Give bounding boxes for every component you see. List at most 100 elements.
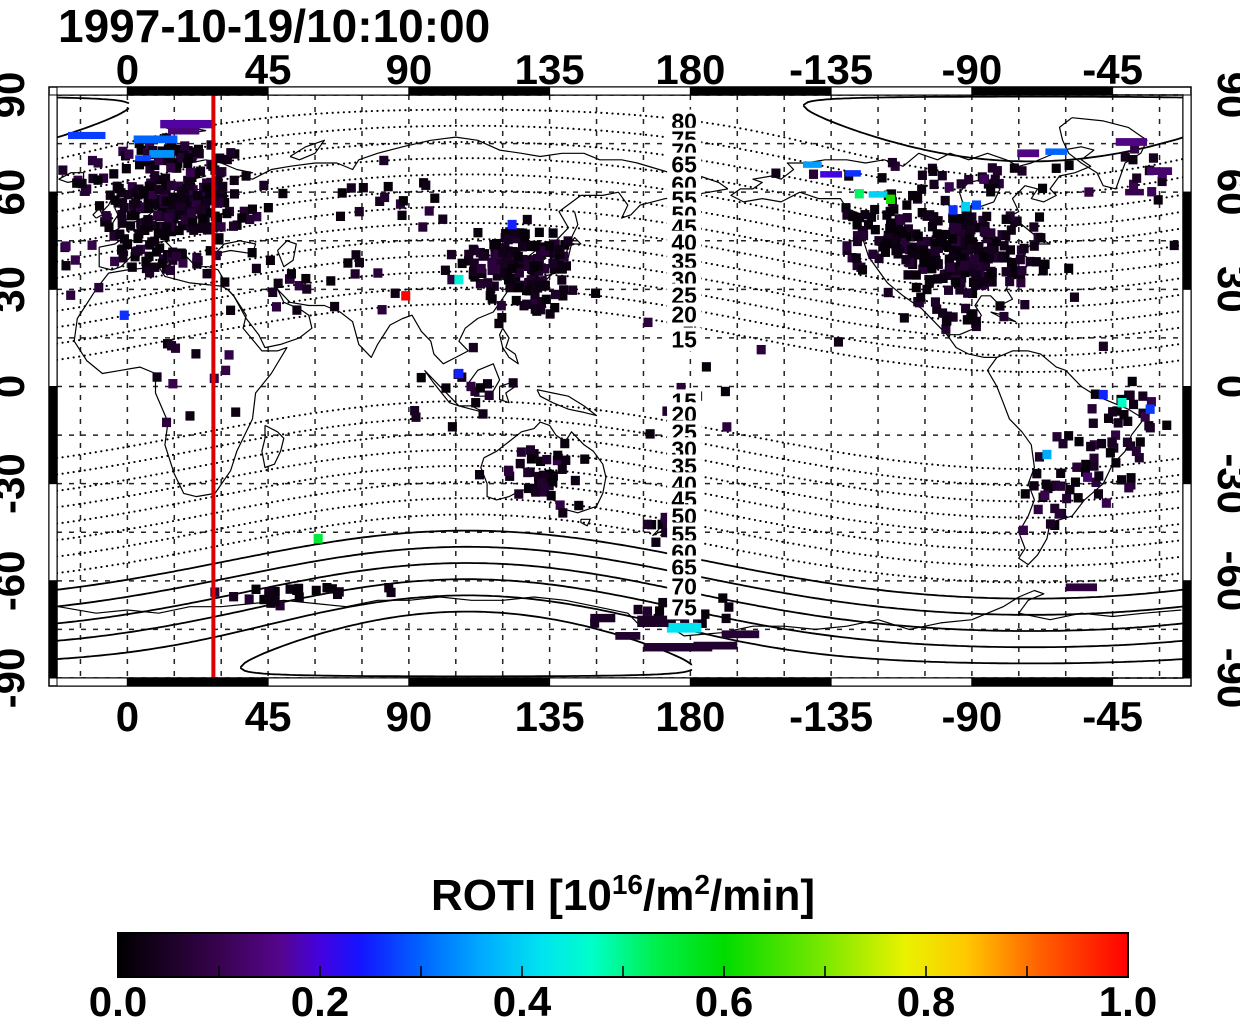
data-point xyxy=(892,244,902,254)
data-point xyxy=(177,153,187,163)
data-point xyxy=(173,158,183,168)
data-point xyxy=(478,409,488,419)
data-point xyxy=(167,197,177,207)
coastline-path xyxy=(261,424,285,469)
data-point xyxy=(521,285,532,296)
x-tick-label-top: 135 xyxy=(515,46,585,93)
data-point xyxy=(676,382,686,393)
data-point xyxy=(302,284,312,294)
data-point xyxy=(536,456,546,467)
data-point xyxy=(247,204,257,214)
data-point xyxy=(933,216,943,226)
x-tick-label-bottom: 0 xyxy=(116,693,139,740)
data-point xyxy=(161,196,171,206)
data-point xyxy=(497,312,507,323)
colorbar-tick-label: 1.0 xyxy=(1099,978,1157,1024)
data-points xyxy=(58,119,1179,652)
colorbar-tick-label: 0.2 xyxy=(291,978,349,1024)
data-point xyxy=(88,173,98,184)
data-point xyxy=(518,254,528,265)
data-point xyxy=(1001,230,1011,241)
data-point xyxy=(168,128,200,135)
data-point xyxy=(133,246,143,256)
data-point xyxy=(153,228,163,239)
data-point xyxy=(983,179,993,189)
data-point xyxy=(720,386,730,397)
data-point xyxy=(929,255,939,266)
zebra-segment xyxy=(48,288,58,388)
y-tick-label-right: -90 xyxy=(1209,648,1240,709)
data-point xyxy=(929,179,939,190)
data-point xyxy=(964,174,974,185)
x-tick-label-bottom: -90 xyxy=(942,693,1003,740)
data-point xyxy=(992,236,1002,247)
data-point xyxy=(883,287,893,298)
data-point xyxy=(180,141,190,151)
data-point xyxy=(1064,263,1074,274)
data-point xyxy=(908,190,918,201)
data-point xyxy=(1065,583,1097,592)
data-point xyxy=(1051,163,1061,173)
data-point xyxy=(166,226,176,237)
data-point xyxy=(185,411,195,421)
coastline-path xyxy=(214,240,257,255)
data-point xyxy=(211,250,221,261)
data-point xyxy=(1056,481,1066,491)
data-point xyxy=(239,206,249,217)
data-point xyxy=(1107,437,1117,447)
data-point xyxy=(979,174,989,184)
timestamp-title: 1997-10-19/10:10:00 xyxy=(58,0,490,52)
data-point xyxy=(157,204,167,215)
data-point xyxy=(1162,420,1172,430)
data-point xyxy=(464,249,474,260)
data-point xyxy=(974,241,984,252)
data-point xyxy=(986,228,996,238)
x-tick-label-bottom: -135 xyxy=(789,693,873,740)
data-point xyxy=(416,372,426,383)
data-point xyxy=(919,257,929,268)
magnetic-contour--70 xyxy=(57,578,1183,649)
data-point xyxy=(72,178,82,188)
x-tick-label-top: -45 xyxy=(1082,46,1143,93)
data-point xyxy=(166,180,176,191)
data-point xyxy=(58,165,68,175)
data-point xyxy=(176,200,186,211)
data-point xyxy=(967,237,978,247)
data-point xyxy=(503,270,513,281)
zebra-segment xyxy=(48,580,58,679)
data-point xyxy=(662,406,672,416)
data-point xyxy=(322,583,332,593)
data-point xyxy=(1125,188,1144,196)
data-point xyxy=(229,175,239,186)
x-tick-label-bottom: 90 xyxy=(386,693,433,740)
data-point xyxy=(67,131,106,140)
data-point xyxy=(186,208,196,218)
data-point xyxy=(563,236,573,246)
y-tick-label-right: 90 xyxy=(1209,72,1240,119)
data-point xyxy=(487,257,497,267)
data-point xyxy=(857,225,867,236)
data-point xyxy=(119,310,129,320)
contour-labels: 8075706560555045403530252015152025303540… xyxy=(667,109,702,620)
data-point xyxy=(1125,390,1135,400)
data-point xyxy=(881,238,892,248)
data-point xyxy=(177,193,187,204)
data-point xyxy=(893,249,903,259)
data-point xyxy=(922,211,932,221)
data-point xyxy=(545,309,555,319)
data-point xyxy=(61,241,71,251)
data-point xyxy=(514,489,524,499)
data-point xyxy=(574,500,584,511)
data-point xyxy=(326,276,336,286)
data-point xyxy=(1134,453,1144,463)
magnetic-contour--40 xyxy=(57,480,1183,552)
data-point xyxy=(189,203,199,213)
data-point xyxy=(174,144,184,155)
data-point xyxy=(1111,430,1121,440)
data-point xyxy=(1033,504,1043,515)
data-point xyxy=(1074,436,1084,447)
colorbar-title: ROTI [1016/m2/min] xyxy=(431,869,815,920)
data-point xyxy=(914,297,924,308)
data-point xyxy=(1081,459,1091,470)
